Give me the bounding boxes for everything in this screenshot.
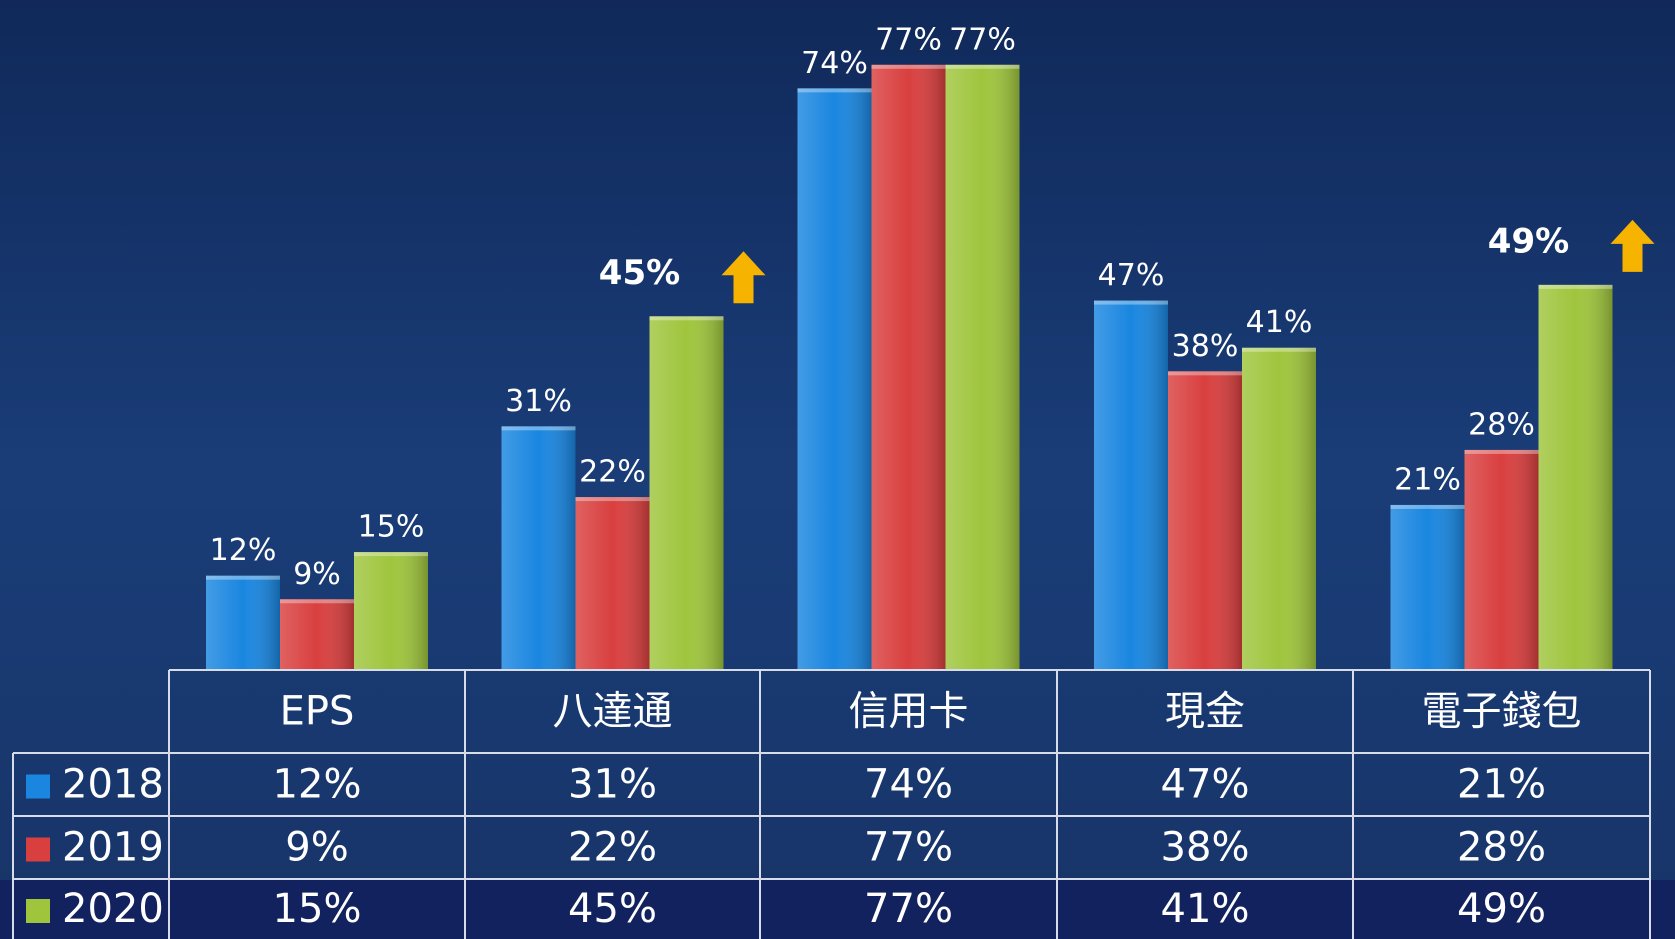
legend-swatch xyxy=(26,774,50,799)
bar-top xyxy=(1168,371,1242,376)
bar-top xyxy=(797,88,872,93)
value-label: 21% xyxy=(1394,462,1461,497)
bar-top xyxy=(501,426,576,431)
value-label: 38% xyxy=(1172,329,1239,364)
up-arrow xyxy=(721,251,766,304)
legend-swatch xyxy=(26,837,50,862)
value-label: 15% xyxy=(358,510,425,545)
bar-top xyxy=(649,316,724,321)
legend-label: 2019 xyxy=(62,825,164,871)
bar-shade xyxy=(501,426,576,670)
table-cell: 74% xyxy=(864,762,953,808)
table-cell: 49% xyxy=(1457,886,1546,932)
bar-shade xyxy=(1464,449,1539,670)
table-cell: 22% xyxy=(568,825,657,871)
up-arrow xyxy=(1610,219,1655,272)
bar-top xyxy=(871,64,946,69)
bar-shade xyxy=(354,552,428,670)
table-cell: 12% xyxy=(273,762,362,808)
table-band xyxy=(0,880,1675,939)
table-cell: 77% xyxy=(864,825,953,871)
table-cell: 77% xyxy=(864,886,953,932)
bar-shade xyxy=(649,316,724,670)
bar-shade xyxy=(206,575,280,670)
value-label: 74% xyxy=(801,46,868,81)
bar-shade xyxy=(1538,284,1613,670)
table-cell: 47% xyxy=(1161,762,1250,808)
legend-label: 2018 xyxy=(62,762,164,808)
table-cell: 15% xyxy=(273,886,362,932)
table-header: 八達通 xyxy=(553,689,673,735)
bar-shade xyxy=(1242,347,1316,670)
bar-shade xyxy=(797,88,872,671)
table-cell: 38% xyxy=(1161,825,1250,871)
value-label: 45% xyxy=(599,253,680,293)
value-label: 9% xyxy=(293,557,341,592)
table-cell: 21% xyxy=(1457,762,1546,808)
bar-shade xyxy=(1390,504,1465,670)
bar-top xyxy=(575,497,650,502)
bar-top xyxy=(206,575,280,580)
value-label: 41% xyxy=(1246,305,1313,340)
table-cell: 31% xyxy=(568,762,657,808)
table-cell: 28% xyxy=(1457,825,1546,871)
bar-top xyxy=(280,599,354,604)
table-cell: 9% xyxy=(285,825,348,871)
bar-shade xyxy=(871,64,946,670)
data-table: EPS 八達通 信用卡 現金 電子錢包 2018 12% 31% 74% 47% 21% 2019 9%… xyxy=(12,669,1651,939)
value-label: 49% xyxy=(1488,221,1569,261)
bar-top xyxy=(945,64,1020,69)
legend-label: 2020 xyxy=(62,886,164,932)
value-label: 77% xyxy=(949,22,1016,57)
value-label: 77% xyxy=(875,22,942,57)
table-header: 信用卡 xyxy=(849,689,969,735)
legend-swatch xyxy=(26,899,50,923)
bar-shade xyxy=(1094,300,1168,670)
table-header: EPS xyxy=(280,689,355,735)
bar-top xyxy=(1242,347,1316,352)
bar-shade xyxy=(1168,371,1242,670)
value-label: 47% xyxy=(1098,258,1165,293)
value-label: 22% xyxy=(579,455,646,490)
bar-top xyxy=(1390,504,1465,509)
bar-top xyxy=(1094,300,1168,305)
table-header: 現金 xyxy=(1165,689,1245,735)
bar-top xyxy=(1538,284,1613,289)
table-cell: 45% xyxy=(568,886,657,932)
value-label: 31% xyxy=(505,384,572,419)
table-header: 電子錢包 xyxy=(1422,689,1582,735)
bar-shade xyxy=(575,497,650,670)
plot: 12%9%15%31%22%45%74%77% 77%47%38%41%21%28… xyxy=(206,22,1655,671)
bar-shade xyxy=(280,599,354,670)
bar-top xyxy=(1464,449,1539,454)
value-label: 28% xyxy=(1468,407,1535,442)
bar-top xyxy=(354,552,428,557)
table-cell: 41% xyxy=(1161,886,1250,932)
bar-shade xyxy=(945,64,1020,670)
value-label: 12% xyxy=(210,533,277,568)
